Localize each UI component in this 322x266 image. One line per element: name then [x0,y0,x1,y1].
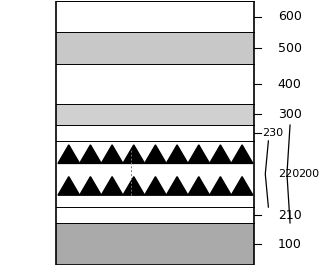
Polygon shape [145,177,166,195]
Bar [56,1,254,32]
Text: 210: 210 [278,209,301,222]
Text: 400: 400 [278,78,301,90]
Polygon shape [166,177,188,195]
Bar [56,141,254,207]
Polygon shape [210,177,231,195]
Polygon shape [123,177,145,195]
Polygon shape [231,177,253,195]
Text: 220: 220 [278,169,299,179]
Bar [56,125,254,141]
Polygon shape [231,145,253,163]
Bar [56,207,254,223]
Text: 600: 600 [278,10,301,23]
Text: 300: 300 [278,108,301,121]
Polygon shape [123,145,145,163]
Bar [56,1,254,265]
Polygon shape [58,177,80,195]
Polygon shape [58,145,80,163]
Text: 500: 500 [278,42,302,55]
Polygon shape [188,145,210,163]
Polygon shape [101,177,123,195]
Text: 230: 230 [262,128,283,138]
Bar [56,104,254,125]
Polygon shape [210,145,231,163]
Bar [56,223,254,265]
Polygon shape [145,145,166,163]
Bar [56,32,254,64]
Bar [56,64,254,104]
Polygon shape [80,145,101,163]
Polygon shape [80,177,101,195]
Polygon shape [166,145,188,163]
Polygon shape [101,145,123,163]
Text: 100: 100 [278,238,301,251]
Polygon shape [188,177,210,195]
Text: 200: 200 [298,169,319,179]
